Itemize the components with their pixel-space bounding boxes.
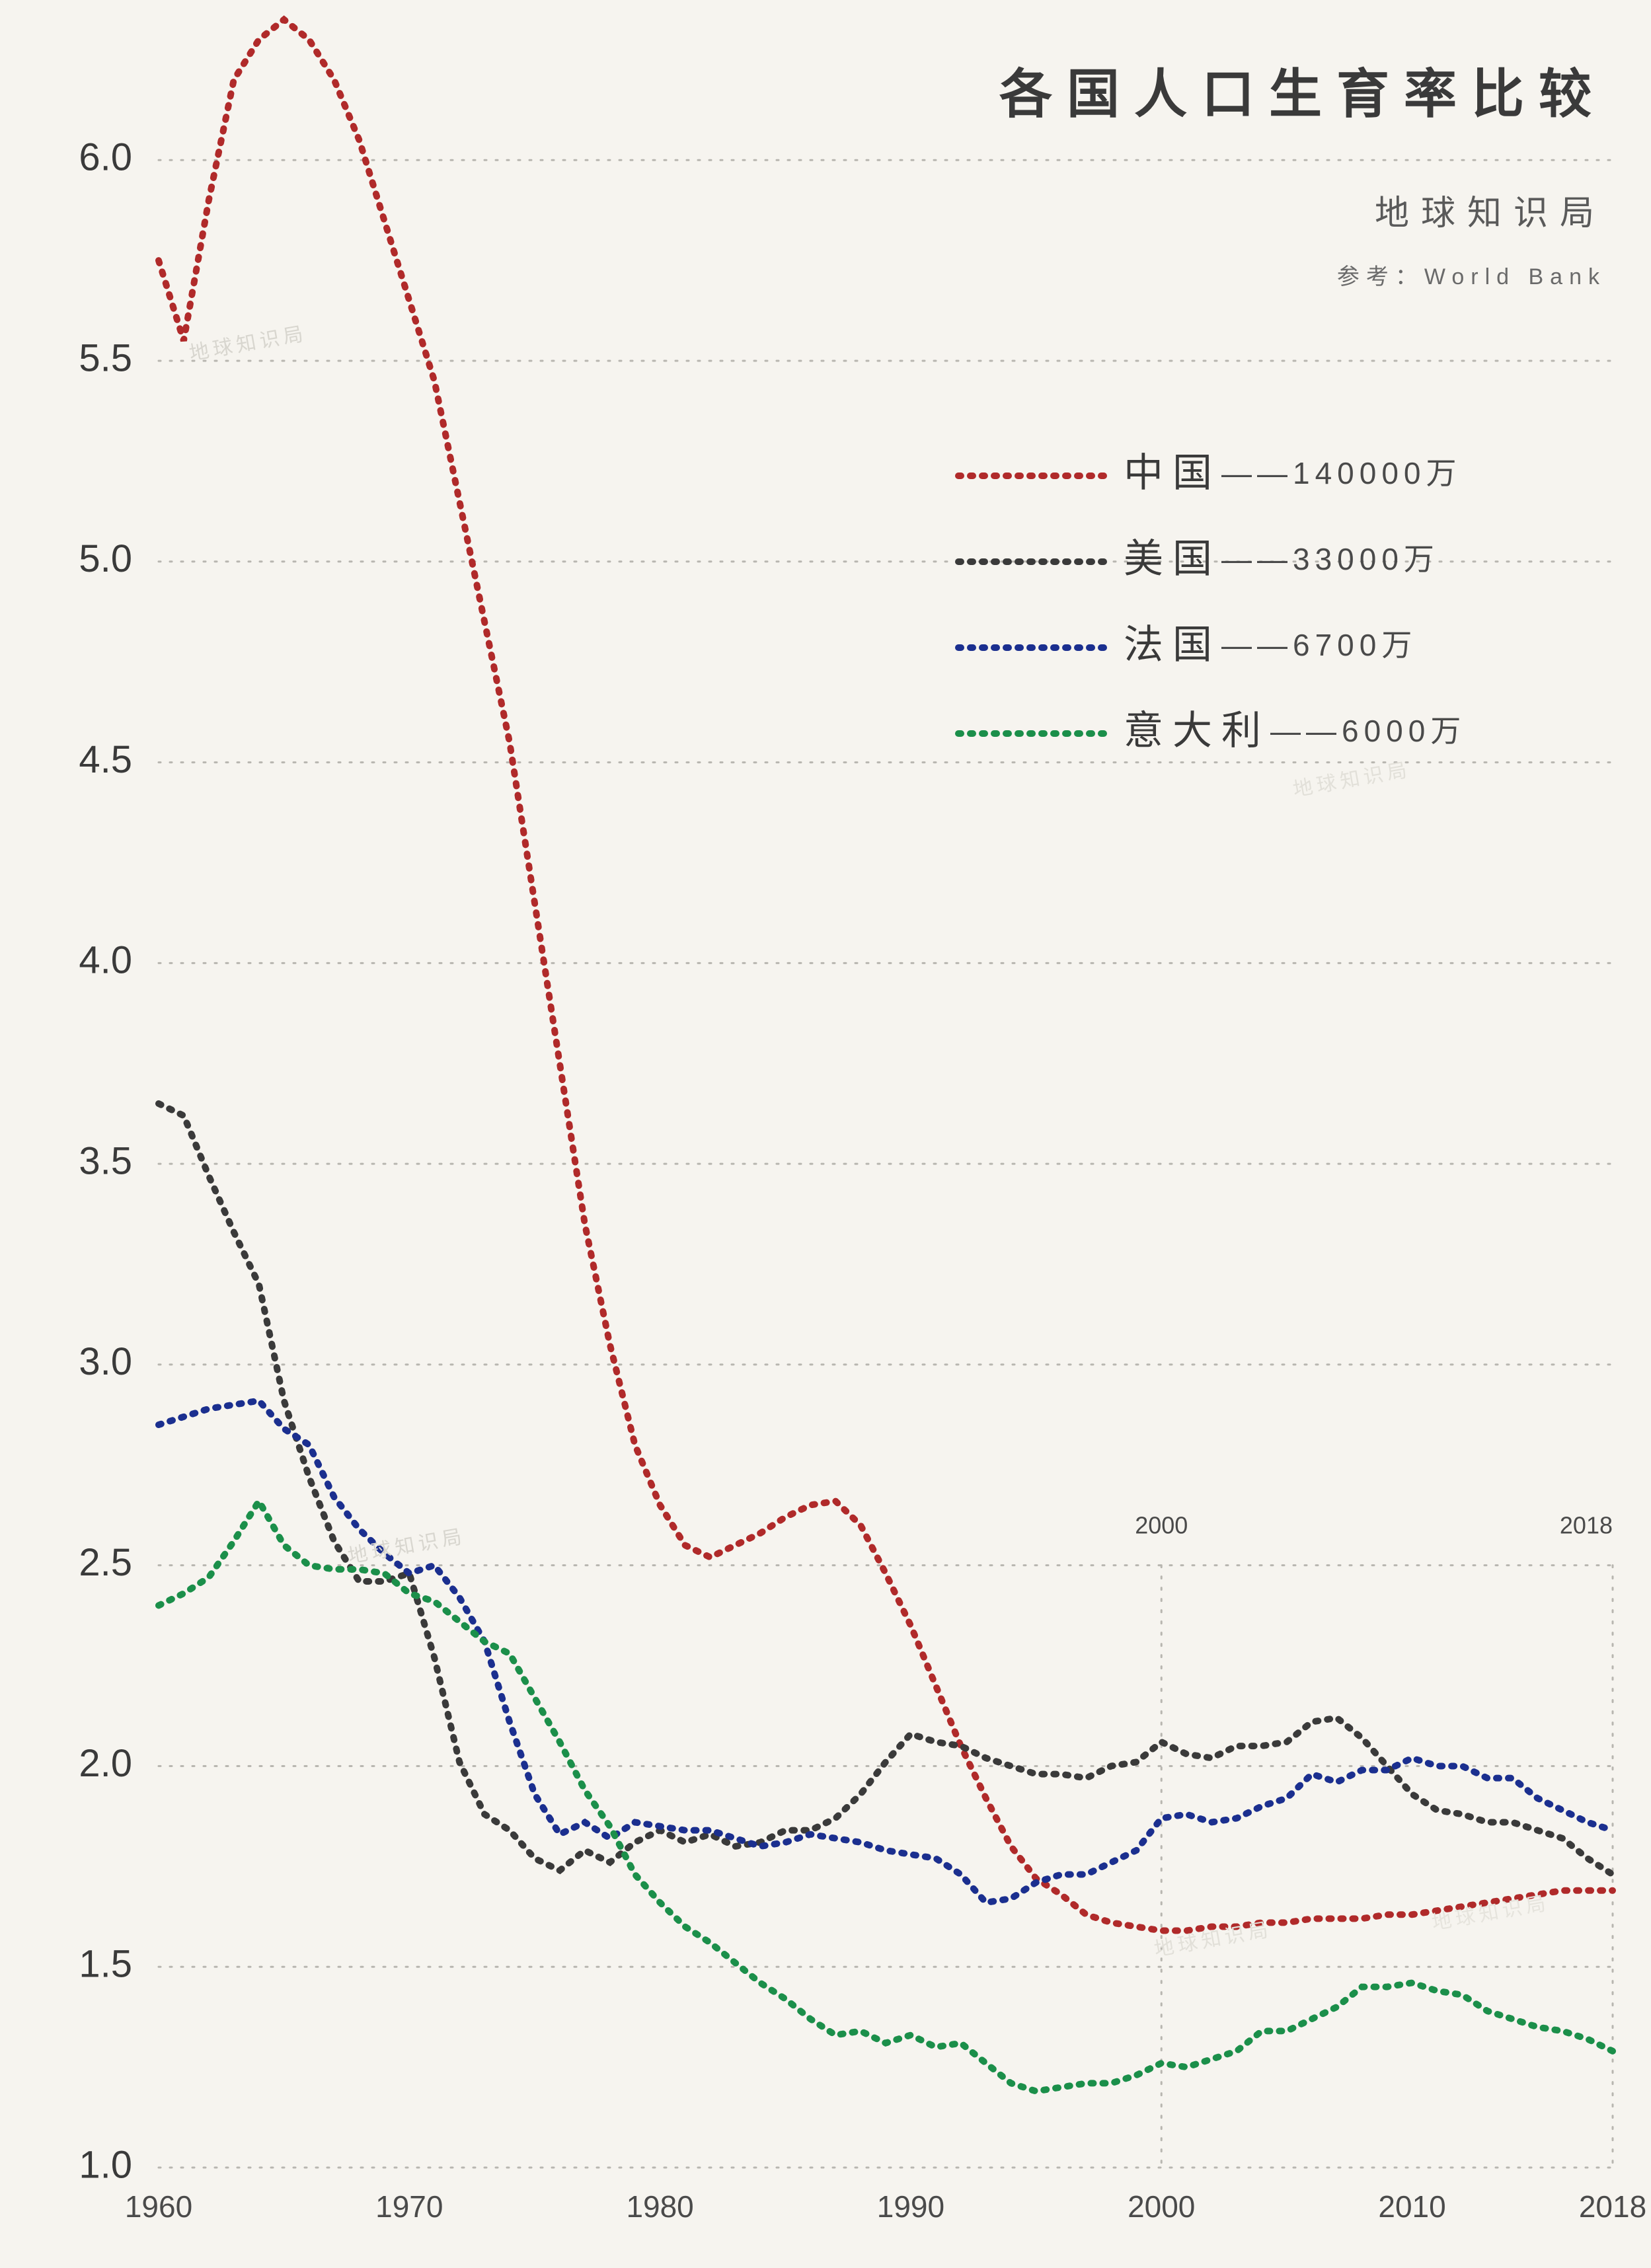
y-tick-label: 2.0 (79, 1742, 132, 1785)
y-tick-label: 4.0 (79, 939, 132, 982)
y-tick-label: 1.0 (79, 2143, 132, 2186)
legend-entry-france: 法国——6700万 (1124, 623, 1417, 667)
y-tick-label: 3.5 (79, 1139, 132, 1182)
y-tick-label: 5.5 (79, 336, 132, 379)
series-france (159, 1401, 1613, 1903)
x-tick-label: 1960 (125, 2189, 192, 2224)
x-tick-label: 2010 (1378, 2189, 1445, 2224)
legend-entry-italy: 意大利——6000万 (1124, 708, 1466, 753)
chart-source: 参考：World Bank (1337, 264, 1606, 289)
fertility-chart: 1.0 1.5 2.0 2.5 3.0 3.5 4.0 4.5 5.0 5.5 6.0 2000 201… (0, 0, 1651, 2268)
y-tick-label: 1.5 (79, 1943, 132, 1986)
inner-x-label: 2000 (1135, 1511, 1188, 1538)
y-tick-label: 2.5 (79, 1541, 132, 1584)
series-usa (159, 1104, 1613, 1874)
y-tick-label: 3.0 (79, 1340, 132, 1383)
inner-x-label: 2018 (1560, 1511, 1613, 1538)
series-china (159, 20, 1613, 1931)
legend-entry-usa: 美国——33000万 (1124, 537, 1440, 581)
chart-title: 各国人口生育率比较 (999, 65, 1606, 124)
x-tick-label: 1970 (375, 2189, 443, 2224)
chart-subtitle: 地球知识局 (1375, 194, 1606, 233)
x-tick-label: 2000 (1128, 2189, 1195, 2224)
legend-entry-china: 中国——140000万 (1124, 451, 1462, 495)
series-italy (159, 1501, 1613, 2091)
y-tick-label: 4.5 (79, 738, 132, 781)
x-tick-label: 1990 (877, 2189, 944, 2224)
x-tick-label: 1980 (626, 2189, 693, 2224)
x-tick-label: 2018 (1579, 2189, 1646, 2224)
y-tick-label: 6.0 (79, 136, 132, 179)
y-tick-label: 5.0 (79, 537, 132, 580)
